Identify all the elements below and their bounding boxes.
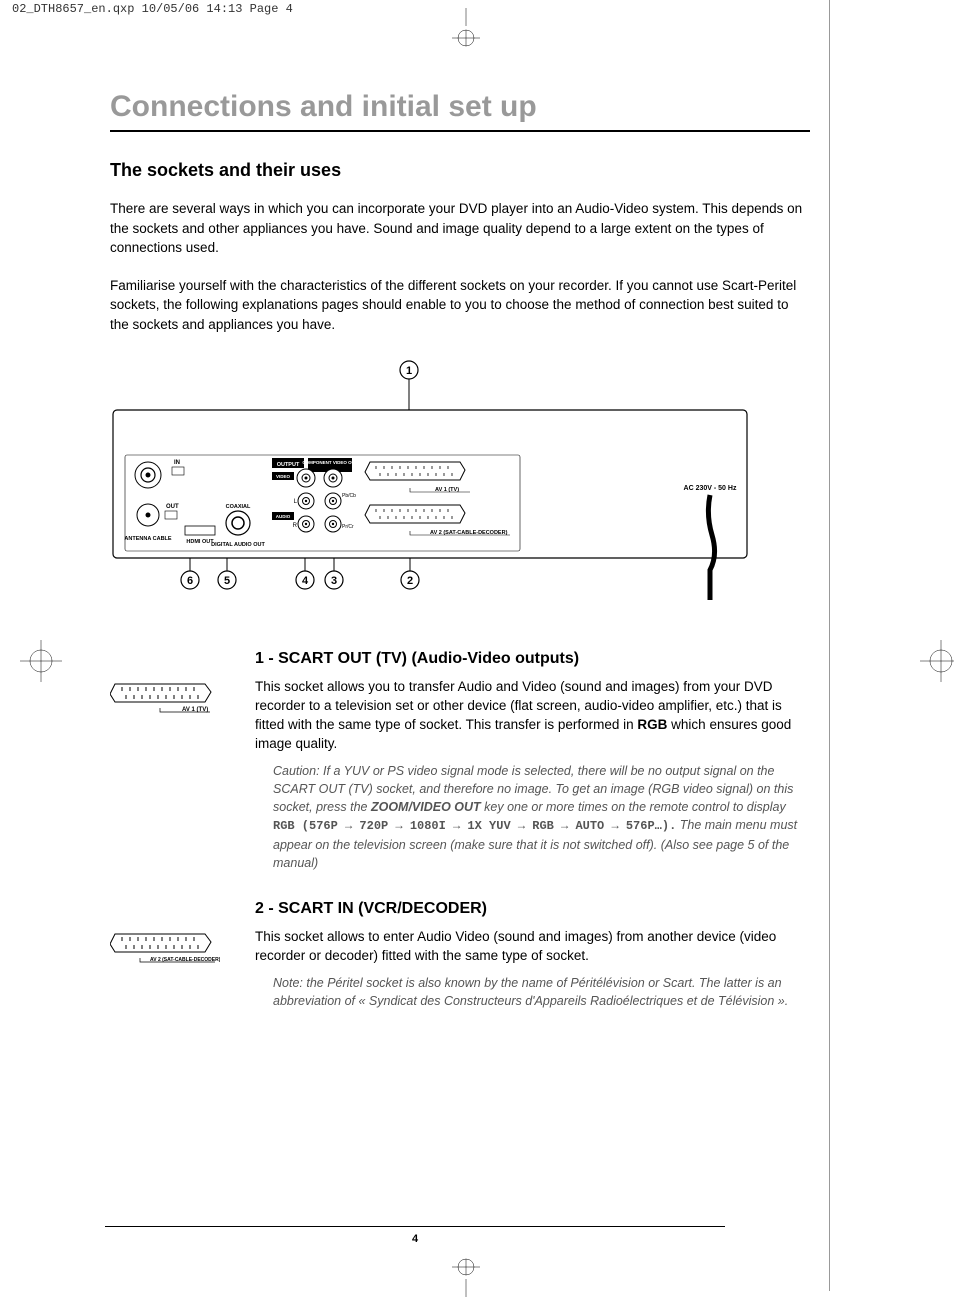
label-video: VIDEO [276,474,291,479]
label-ac: AC 230V - 50 Hz [684,485,737,492]
callout-3: 3 [331,575,337,587]
label-hdmi: HDMI OUT [186,539,214,545]
intro-para-2: Familiarise yourself with the characteri… [110,276,810,335]
section-1-icon-label: AV 1 (TV) [182,707,208,713]
label-component: COMPONENT VIDEO OUT [302,460,358,465]
label-av2: AV 2 (SAT-CABLE-DECODER) [430,530,508,536]
label-pbcb: Pb/Cb [342,493,356,499]
callout-5: 5 [224,575,230,587]
callout-4: 4 [302,575,309,587]
section-2-heading: 2 - SCART IN (VCR/DECODER) [255,900,810,918]
rear-panel-diagram: 1 IN OUT ANTENNA CABLE HDMI OUT COAXIAL … [110,360,750,605]
section-2-caution: Note: the Péritel socket is also known b… [273,974,810,1010]
page-number: 4 [0,1226,830,1245]
section-1: AV 1 (TV) 1 - SCART OUT (TV) (Audio-Vide… [110,650,810,872]
callout-6: 6 [187,575,193,587]
label-digital: DIGITAL AUDIO OUT [211,542,265,548]
crop-mark-left [20,640,62,682]
section-2: AV 2 (SAT-CABLE-DECODER) 2 - SCART IN (V… [110,900,810,1010]
crop-mark-right [920,640,954,682]
callout-2: 2 [407,575,413,587]
scart-out-icon: AV 1 (TV) [110,680,220,720]
section-1-text: This socket allows you to transfer Audio… [255,678,810,754]
label-antenna: ANTENNA CABLE [124,536,171,542]
callout-1: 1 [406,365,412,377]
page-title: Connections and initial set up [110,90,810,124]
intro-para-1: There are several ways in which you can … [110,199,810,258]
label-audio: AUDIO [276,514,291,519]
crop-mark-top [446,8,486,50]
page-content: Connections and initial set up The socke… [110,90,810,1038]
label-output: OUTPUT [277,462,300,468]
section-2-text: This socket allows to enter Audio Video … [255,928,810,966]
section-2-icon-label: AV 2 (SAT-CABLE-DECODER) [150,957,220,963]
label-prcr: Pr/Cr [342,524,354,530]
section-1-heading: 1 - SCART OUT (TV) (Audio-Video outputs) [255,650,810,668]
label-av1: AV 1 (TV) [435,487,459,493]
file-header: 02_DTH8657_en.qxp 10/05/06 14:13 Page 4 [12,2,293,16]
section-2-icon: AV 2 (SAT-CABLE-DECODER) [110,900,255,1010]
section-1-icon: AV 1 (TV) [110,650,255,872]
title-rule [110,130,810,132]
sub-title: The sockets and their uses [110,160,810,181]
scart-in-icon: AV 2 (SAT-CABLE-DECODER) [110,930,220,970]
label-r: R [293,523,298,529]
label-in: IN [174,460,180,466]
section-1-caution: Caution: If a YUV or PS video signal mod… [273,762,810,872]
label-coaxial: COAXIAL [226,504,251,510]
label-out: OUT [166,504,179,510]
